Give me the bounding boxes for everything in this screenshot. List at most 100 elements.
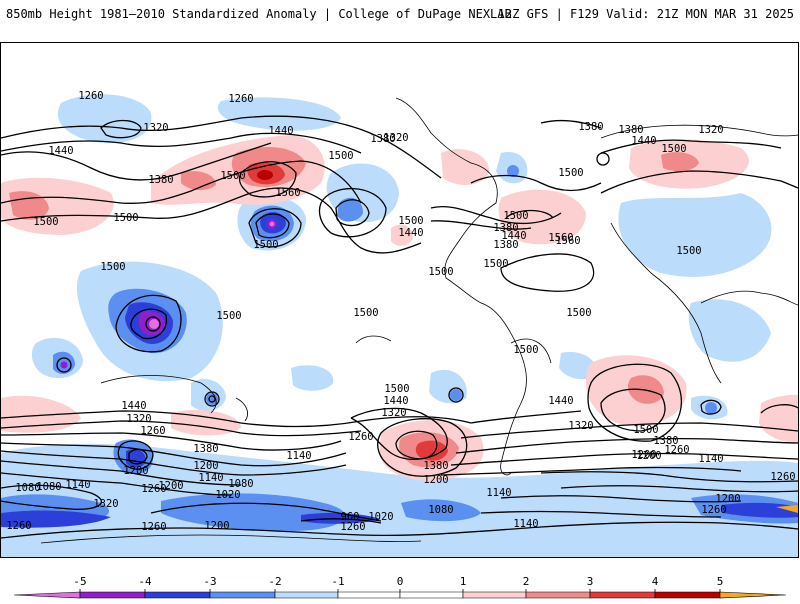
contour-label: 1500	[676, 245, 701, 257]
colorbar-segment	[209, 591, 276, 599]
contour-label: 1500	[633, 424, 658, 436]
anomaly-area	[415, 440, 448, 461]
contour-label: 1020	[368, 511, 393, 523]
anomaly-area	[291, 365, 334, 391]
contour-label: 1500	[428, 266, 453, 278]
contour-line	[150, 502, 382, 522]
contour-label: 1380	[148, 174, 173, 186]
anomaly-area	[705, 402, 717, 414]
coastline	[510, 338, 552, 364]
anomaly-area	[149, 319, 159, 329]
contour-line	[430, 220, 532, 230]
contour-label: 1140	[198, 472, 223, 484]
model-run-info: 12Z GFS | F129 Valid: 21Z MON MAR 31 202…	[497, 7, 794, 21]
anomaly-map[interactable]: 1260126013201440138013201380138014401320…	[0, 42, 799, 558]
contour-line	[455, 437, 798, 454]
colorbar-segment	[13, 591, 81, 599]
contour-label: 1200	[193, 460, 218, 472]
contour-label: 1320	[143, 122, 168, 134]
contour-line	[1, 132, 362, 154]
contour-line	[128, 448, 148, 465]
coastline	[235, 397, 248, 422]
colorbar-segment	[654, 591, 721, 599]
anomaly-area	[181, 171, 216, 191]
contour-label: 1260	[348, 431, 373, 443]
contour-line	[587, 363, 682, 442]
contour-label: 1200	[423, 474, 448, 486]
contour-label: 1500	[216, 310, 241, 322]
colorbar-tick-label: 1	[460, 575, 467, 588]
anomaly-area	[450, 389, 462, 401]
contour-label: 1140	[698, 453, 723, 465]
contour-line	[1, 432, 342, 451]
coastline	[355, 335, 392, 344]
anomaly-area	[257, 170, 273, 180]
header-bar: 850mb Height 1981–2010 Standardized Anom…	[0, 0, 800, 28]
contour-label: 1380	[423, 460, 448, 472]
contour-line	[540, 471, 798, 483]
colorbar-segment	[399, 591, 464, 599]
contour-label: 1500	[483, 258, 508, 270]
coastline	[700, 290, 798, 306]
contour-label: 1320	[698, 124, 723, 136]
contour-line	[1, 484, 103, 510]
contour-line	[1, 521, 798, 539]
anomaly-area	[498, 189, 586, 245]
contour-label: 1380	[493, 239, 518, 251]
contour-line	[350, 407, 448, 460]
contour-label: 1260	[770, 471, 795, 483]
contour-label: 1560	[555, 235, 580, 247]
anomaly-area	[217, 97, 341, 131]
colorbar-tick-label: -5	[73, 575, 86, 588]
positive-anomaly-shading	[1, 135, 798, 481]
contour-line	[1, 142, 272, 181]
anomaly-area	[618, 193, 772, 277]
colorbar-tick-label: 2	[523, 575, 530, 588]
contour-label: 1500	[353, 307, 378, 319]
coastline	[600, 124, 798, 139]
contour-label: 1140	[486, 487, 511, 499]
contour-label: 1260	[701, 504, 726, 516]
contour-line	[318, 187, 387, 238]
contour-label: 1140	[65, 479, 90, 491]
contour-label: 1080	[228, 478, 253, 490]
colorbar-tick-label: -2	[268, 575, 281, 588]
anomaly-area	[57, 94, 152, 144]
anomaly-area	[507, 165, 519, 177]
contour-line	[204, 391, 220, 407]
contour-line	[560, 485, 798, 493]
contour-line	[1, 160, 362, 204]
contour-line	[470, 410, 582, 424]
anomaly-area	[1, 510, 111, 528]
contour-label: 1500	[220, 170, 245, 182]
contour-label: 960	[341, 511, 360, 523]
coastline	[610, 222, 722, 384]
height-contours	[1, 115, 798, 539]
colorbar-segment	[462, 591, 527, 599]
contour-label: 1140	[513, 518, 538, 530]
contour-line	[500, 253, 595, 292]
contour-label: 1080	[428, 504, 453, 516]
contour-label: 1320	[381, 407, 406, 419]
contour-label: 1500	[566, 307, 591, 319]
contour-line	[1, 420, 362, 437]
contour-label: 1080	[15, 482, 40, 494]
contour-line	[248, 208, 302, 248]
contour-line	[700, 399, 722, 415]
contour-line	[1, 442, 347, 467]
colorbar-segment	[589, 591, 656, 599]
contour-line	[395, 430, 438, 460]
colorbar-tick-label: -3	[203, 575, 216, 588]
contour-line	[115, 294, 182, 353]
colorbar-tick-label: 3	[587, 575, 594, 588]
contour-line	[450, 452, 798, 466]
contour-label: 1200	[158, 480, 183, 492]
contour-label: 1320	[126, 413, 151, 425]
contour-line	[440, 466, 742, 476]
contour-label: 1380	[370, 133, 395, 145]
contour-line	[1, 450, 347, 476]
contour-line	[1, 187, 422, 254]
coastlines	[40, 97, 798, 544]
contour-label: 1260	[228, 93, 253, 105]
coastline	[395, 97, 498, 304]
